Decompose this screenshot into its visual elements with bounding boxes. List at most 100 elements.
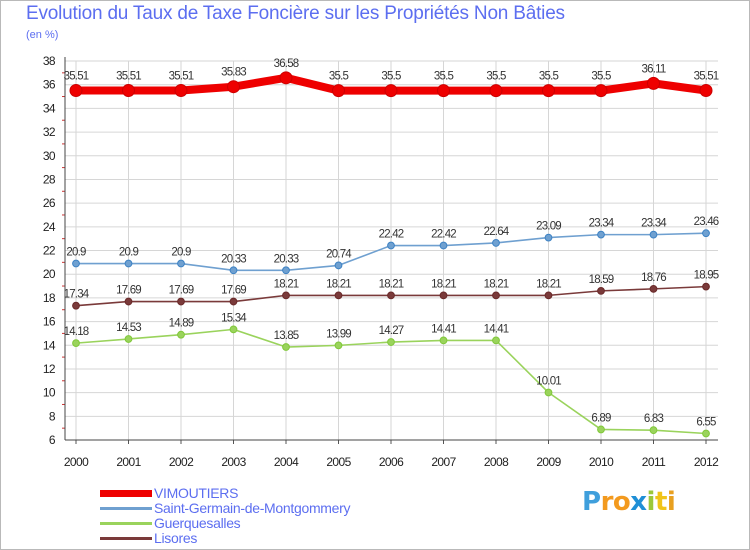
data-label: 20.74 xyxy=(326,248,352,260)
chart-unit-label: (en %) xyxy=(26,29,59,41)
data-label: 35.5 xyxy=(486,71,506,83)
data-label: 22.42 xyxy=(431,229,456,241)
data-label: 35.51 xyxy=(694,70,719,82)
data-point xyxy=(597,425,605,434)
x-tick-label: 2010 xyxy=(589,455,614,469)
data-point xyxy=(492,239,500,247)
data-label: 35.5 xyxy=(591,71,611,83)
data-point xyxy=(177,259,185,268)
data-point xyxy=(332,84,345,98)
data-point xyxy=(439,291,448,300)
data-point xyxy=(387,241,395,250)
data-point xyxy=(69,83,83,97)
data-point xyxy=(649,284,658,293)
data-point xyxy=(542,84,555,98)
y-tick-label: 14 xyxy=(43,338,56,352)
data-point xyxy=(227,80,240,94)
data-point xyxy=(124,297,133,306)
data-point xyxy=(702,282,710,291)
legend-item-guerquesalles: Guerquesalles xyxy=(100,515,420,531)
data-point xyxy=(279,71,293,85)
y-tick-label: 38 xyxy=(43,54,56,68)
data-label: 18.21 xyxy=(431,278,456,290)
data-point xyxy=(229,325,238,334)
data-label: 35.5 xyxy=(381,71,401,83)
data-label: 17.69 xyxy=(169,285,194,297)
data-label: 14.27 xyxy=(379,325,404,337)
data-label: 18.76 xyxy=(641,272,666,284)
data-point xyxy=(647,76,660,90)
data-label: 18.21 xyxy=(536,278,561,290)
legend-label: Guerquesalles xyxy=(154,515,241,531)
y-tick-label: 32 xyxy=(43,125,56,139)
x-tick-label: 2009 xyxy=(536,455,561,469)
legend-swatch xyxy=(100,522,152,525)
legend-swatch xyxy=(100,490,152,497)
legend-item-lisores: Lisores xyxy=(100,530,420,546)
legend-swatch xyxy=(100,537,152,540)
data-label: 35.5 xyxy=(434,71,454,83)
axes: 6 8 10 12 14 16 18 20 22 24 26 28 30 32 34 36 38 2000 2001… xyxy=(43,54,720,469)
legend-swatch xyxy=(100,507,152,510)
data-point xyxy=(282,343,290,351)
logo-letter: x xyxy=(630,487,647,517)
data-label: 18.95 xyxy=(694,270,719,282)
data-point xyxy=(72,339,80,348)
data-label: 6.89 xyxy=(591,412,611,424)
data-point xyxy=(597,286,605,295)
y-tick-label: 26 xyxy=(43,196,56,210)
data-label: 20.33 xyxy=(221,253,246,265)
legend-item-vimoutiers: VIMOUTIERS xyxy=(100,485,420,501)
data-point xyxy=(124,259,133,268)
data-label: 14.41 xyxy=(431,323,456,335)
data-label: 23.09 xyxy=(536,221,561,233)
y-tick-label: 10 xyxy=(43,386,56,400)
data-label: 13.85 xyxy=(274,330,299,342)
logo-letter: r xyxy=(600,487,614,517)
data-point xyxy=(544,388,553,397)
logo-letter: i xyxy=(666,487,676,517)
data-point xyxy=(174,83,188,97)
y-tick-label: 24 xyxy=(43,220,56,234)
data-point xyxy=(544,291,553,300)
data-point xyxy=(544,233,553,242)
data-point xyxy=(229,266,238,275)
y-tick-label: 30 xyxy=(43,149,56,163)
data-label: 14.41 xyxy=(484,323,509,335)
data-label: 15.34 xyxy=(221,312,247,324)
data-label: 17.69 xyxy=(221,285,246,297)
data-point xyxy=(492,336,500,345)
logo-letter: P xyxy=(582,487,601,517)
chart-title: Evolution du Taux de Taxe Foncière sur l… xyxy=(26,3,565,24)
data-point xyxy=(387,338,395,346)
data-point xyxy=(702,429,710,438)
legend: VIMOUTIERS Saint-Germain-de-Montgommery … xyxy=(100,485,420,546)
data-label: 22.64 xyxy=(484,226,510,238)
data-label: 17.34 xyxy=(64,289,90,301)
x-tick-label: 2005 xyxy=(326,455,351,469)
data-label: 35.5 xyxy=(539,71,559,83)
data-point xyxy=(334,291,343,300)
series-lines xyxy=(69,71,713,438)
data-label: 6.55 xyxy=(696,416,716,428)
data-label: 18.21 xyxy=(274,278,299,290)
data-point xyxy=(649,230,658,239)
y-tick-label: 16 xyxy=(43,315,56,329)
data-label: 35.5 xyxy=(329,71,349,83)
data-label: 20.9 xyxy=(119,247,139,259)
y-tick-label: 6 xyxy=(49,433,56,447)
data-point xyxy=(439,336,448,345)
y-tick-label: 18 xyxy=(43,291,56,305)
data-point xyxy=(334,261,343,270)
data-point xyxy=(597,230,605,239)
data-label: 35.83 xyxy=(221,67,246,79)
data-point xyxy=(649,426,658,435)
legend-label: VIMOUTIERS xyxy=(154,485,239,501)
legend-label: Lisores xyxy=(154,530,198,546)
y-tick-label: 20 xyxy=(43,267,56,281)
data-point xyxy=(72,301,80,310)
data-label: 14.18 xyxy=(64,326,89,338)
logo-letter: o xyxy=(612,487,631,517)
data-point xyxy=(384,84,398,98)
data-point xyxy=(439,241,448,250)
